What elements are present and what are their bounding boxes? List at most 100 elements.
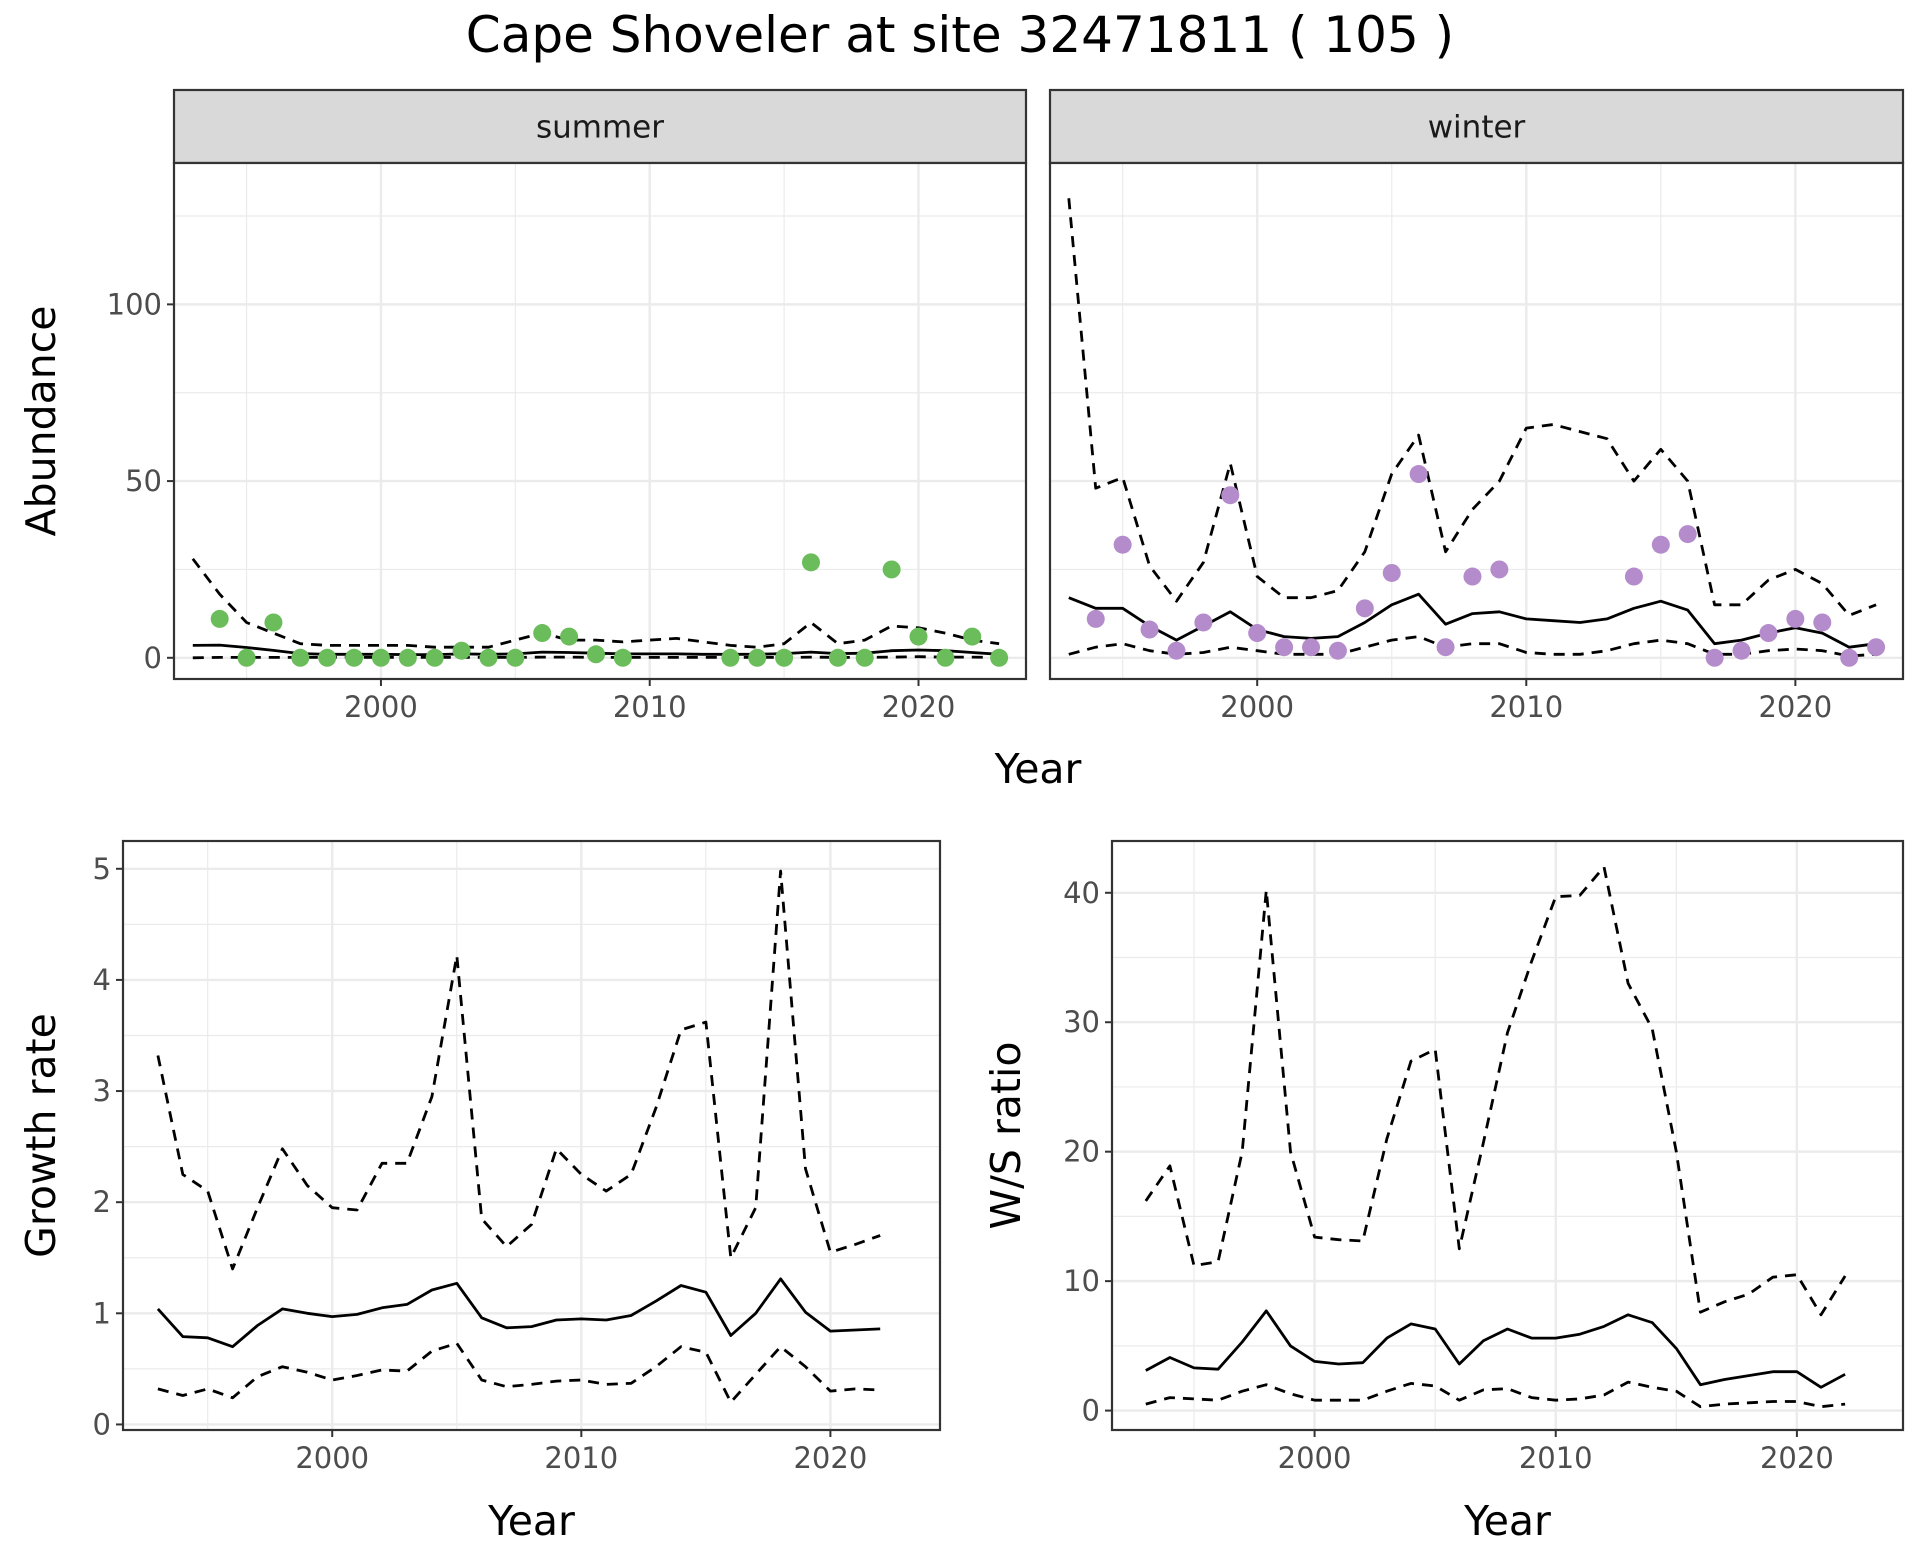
x-axis-title: Year	[1463, 1497, 1551, 1545]
data-point-summer	[828, 648, 847, 667]
x-axis-title: Year	[487, 1497, 575, 1545]
data-point-winter	[1167, 641, 1186, 660]
series-line-mean	[156, 1277, 881, 1349]
series-line-upper	[156, 869, 881, 1271]
panel-border	[121, 839, 942, 1432]
data-point-winter	[1678, 525, 1697, 544]
data-point-summer	[398, 648, 417, 667]
panel-background	[174, 163, 1026, 679]
x-tick-label: 2000	[344, 690, 418, 724]
x-tick-label: 2020	[793, 1441, 867, 1475]
panel-background	[123, 841, 940, 1430]
x-tick-label: 2000	[1278, 1441, 1352, 1475]
data-point-winter	[1436, 638, 1455, 657]
data-point-winter	[1840, 648, 1859, 667]
y-tick-label: 5	[93, 852, 111, 886]
y-axis-title: Abundance	[17, 306, 65, 537]
data-point-winter	[1355, 599, 1374, 618]
facet-strip	[172, 88, 1028, 165]
data-point-winter	[1140, 620, 1159, 639]
data-point-winter	[1786, 609, 1805, 628]
y-tick-label: 0	[93, 1407, 111, 1441]
data-point-summer	[855, 648, 874, 667]
panel-background	[1112, 841, 1903, 1430]
x-axis-title: Year	[994, 745, 1082, 793]
y-tick-label: 30	[1063, 1005, 1100, 1039]
x-tick-label: 2000	[295, 1441, 369, 1475]
series-line-upper	[1144, 865, 1847, 1317]
panel-border	[172, 161, 1028, 681]
data-point-summer	[318, 648, 337, 667]
data-point-summer	[775, 648, 794, 667]
data-point-summer	[990, 648, 1009, 667]
data-point-winter	[1248, 624, 1267, 643]
series-line-lower	[1145, 1380, 1846, 1409]
data-point-summer	[264, 613, 283, 632]
data-point-summer	[479, 648, 498, 667]
x-tick-label: 2010	[1519, 1441, 1593, 1475]
data-point-summer	[237, 648, 256, 667]
data-point-summer	[748, 648, 767, 667]
panel-border	[1048, 161, 1905, 681]
y-axis-title: W/S ratio	[982, 1042, 1030, 1230]
data-point-summer	[345, 648, 364, 667]
data-point-summer	[936, 648, 955, 667]
data-point-winter	[1624, 567, 1643, 586]
data-point-winter	[1463, 567, 1482, 586]
y-tick-label: 40	[1063, 876, 1100, 910]
data-point-summer	[801, 553, 820, 572]
y-tick-label: 20	[1063, 1135, 1100, 1169]
data-point-winter	[1221, 486, 1240, 505]
y-tick-label: 1	[93, 1296, 111, 1330]
data-point-winter	[1302, 638, 1321, 657]
data-point-winter	[1328, 641, 1347, 660]
y-tick-label: 0	[1082, 1394, 1100, 1428]
x-tick-label: 2020	[1760, 1441, 1834, 1475]
facet-label-winter: winter	[1428, 110, 1526, 146]
panel-border	[1110, 839, 1905, 1432]
facet-label-summer: summer	[536, 110, 664, 146]
y-tick-label: 3	[93, 1074, 111, 1108]
x-tick-label: 2020	[1758, 690, 1832, 724]
data-point-winter	[1705, 648, 1724, 667]
data-point-summer	[533, 624, 552, 643]
y-axis-title: Growth rate	[17, 1013, 65, 1258]
data-point-summer	[909, 627, 928, 646]
x-tick-label: 2000	[1220, 690, 1294, 724]
y-tick-label: 100	[107, 287, 162, 321]
data-point-winter	[1113, 535, 1132, 554]
data-point-winter	[1194, 613, 1213, 632]
data-point-winter	[1490, 560, 1509, 579]
data-point-summer	[506, 648, 525, 667]
data-point-winter	[1759, 624, 1778, 643]
x-tick-label: 2010	[544, 1441, 618, 1475]
y-tick-label: 0	[144, 641, 162, 675]
data-point-summer	[210, 609, 229, 628]
data-point-winter	[1651, 535, 1670, 554]
data-point-winter	[1867, 638, 1886, 657]
data-point-summer	[371, 648, 390, 667]
data-point-summer	[586, 645, 605, 664]
series-line-mean	[1145, 1309, 1846, 1389]
x-tick-label: 2010	[613, 690, 687, 724]
data-point-summer	[291, 648, 310, 667]
data-point-winter	[1086, 609, 1105, 628]
data-point-summer	[721, 648, 740, 667]
series-line-lower	[157, 1341, 881, 1404]
data-point-summer	[425, 648, 444, 667]
data-point-summer	[560, 627, 579, 646]
x-tick-label: 2010	[1489, 690, 1563, 724]
data-point-winter	[1275, 638, 1294, 657]
y-tick-label: 10	[1063, 1264, 1100, 1298]
data-point-winter	[1382, 563, 1401, 582]
data-point-summer	[882, 560, 901, 579]
y-tick-label: 4	[93, 963, 111, 997]
y-tick-label: 2	[93, 1185, 111, 1219]
data-point-winter	[1732, 641, 1751, 660]
data-point-summer	[963, 627, 982, 646]
data-point-summer	[613, 648, 632, 667]
data-point-winter	[1813, 613, 1832, 632]
data-point-summer	[452, 641, 471, 660]
x-tick-label: 2020	[882, 690, 956, 724]
